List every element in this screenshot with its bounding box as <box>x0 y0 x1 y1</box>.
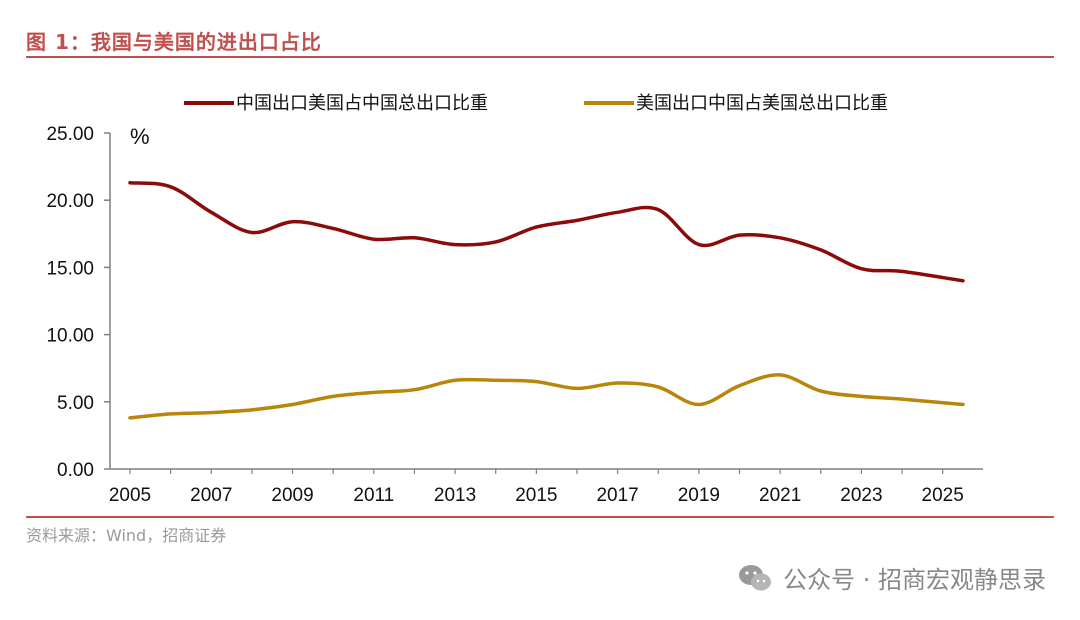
legend-label-series-2: 美国出口中国占美国总出口比重 <box>636 93 888 114</box>
x-tick-label: 2025 <box>922 485 964 506</box>
axes: 0.00 5.00 10.00 15.00 20.00 25.00 2005 2007 2009… <box>46 124 983 506</box>
legend-label-series-1: 中国出口美国占中国总出口比重 <box>236 93 488 114</box>
y-tick-label: 5.00 <box>57 393 94 414</box>
x-tick-label: 2023 <box>840 485 882 506</box>
wechat-icon <box>739 564 772 590</box>
x-tick-label: 2019 <box>678 485 720 506</box>
x-tick-label: 2017 <box>596 485 638 506</box>
source-note: 资料来源：Wind，招商证券 <box>26 526 227 545</box>
source-rule <box>26 516 1054 518</box>
x-tick-label: 2013 <box>434 485 476 506</box>
watermark-text: 公众号 · 招商宏观静思录 <box>783 566 1046 594</box>
x-tick-label: 2009 <box>271 485 313 506</box>
figure-title: 图 1：我国与美国的进出口占比 <box>26 30 322 54</box>
series-line-1 <box>128 180 965 283</box>
x-tick-label: 2021 <box>759 485 801 506</box>
y-tick-label: 10.00 <box>46 326 94 347</box>
series-line-2 <box>128 373 965 420</box>
y-tick-label: 0.00 <box>57 460 94 481</box>
y-tick-label: 25.00 <box>46 124 94 145</box>
x-tick-label: 2015 <box>515 485 557 506</box>
y-axis-unit: % <box>130 124 150 149</box>
y-tick-label: 15.00 <box>46 258 94 279</box>
y-tick-label: 20.00 <box>46 191 94 212</box>
x-tick-label: 2011 <box>353 485 394 506</box>
title-rule <box>26 56 1054 58</box>
watermark: 公众号 · 招商宏观静思录 <box>737 560 1046 595</box>
series-lines <box>128 180 965 420</box>
x-tick-label: 2005 <box>109 485 151 506</box>
x-tick-label: 2007 <box>190 485 232 506</box>
legend: 中国出口美国占中国总出口比重 美国出口中国占美国总出口比重 <box>184 93 888 114</box>
